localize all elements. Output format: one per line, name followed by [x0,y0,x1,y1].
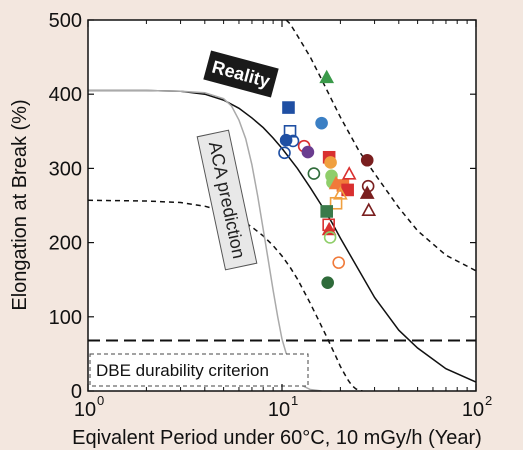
data-point-30 [361,202,377,216]
data-point-18 [341,166,357,180]
data-point-19 [333,186,348,200]
dbe-criterion-annotation: DBE durability criterion [89,353,309,387]
y-tick-label-500: 500 [49,10,82,32]
x-tick-label-1: 10 [74,399,96,421]
data-point-9 [301,145,315,159]
reality-box [203,50,279,98]
data-point-7 [278,146,291,160]
data-points [278,69,377,289]
y-tick-label-300: 300 [49,158,82,180]
data-point-11 [324,156,337,169]
x-tick-label-10: 10 [268,399,290,421]
curve-reality [88,89,476,383]
data-point-21 [320,205,334,218]
data-point-1 [319,69,335,84]
y-tick-label-400: 400 [49,84,82,106]
data-point-24 [323,231,337,244]
y-tick-label-100: 100 [49,307,82,329]
x-tick-exponent-10: 1 [291,393,298,408]
dbe-criterion-box [89,353,309,387]
x-tick-exponent-1: 0 [97,393,104,408]
data-point-6 [286,134,300,148]
data-point-20 [329,196,343,210]
aca-prediction-box [196,129,258,271]
data-point-2 [282,101,295,114]
y-tick-label-0: 0 [71,381,82,403]
data-point-12 [307,167,321,180]
data-point-3 [315,116,328,130]
y-tick-label-200: 200 [49,233,82,255]
data-point-27 [360,153,374,167]
data-point-29 [359,185,375,199]
curve-upper-bound [285,20,476,272]
data-point-25 [332,256,345,269]
plot-area [88,20,476,391]
x-tick-label-100: 10 [462,399,484,421]
y-axis-label: Elongation at Break (%) [9,99,31,310]
x-axis-label: Eqivalent Period under 60°C, 10 mGy/h (Y… [72,427,482,449]
x-tick-exponent-100: 2 [485,393,492,408]
dbe-criterion-label: DBE durability criterion [96,361,269,380]
data-point-26 [321,276,334,289]
